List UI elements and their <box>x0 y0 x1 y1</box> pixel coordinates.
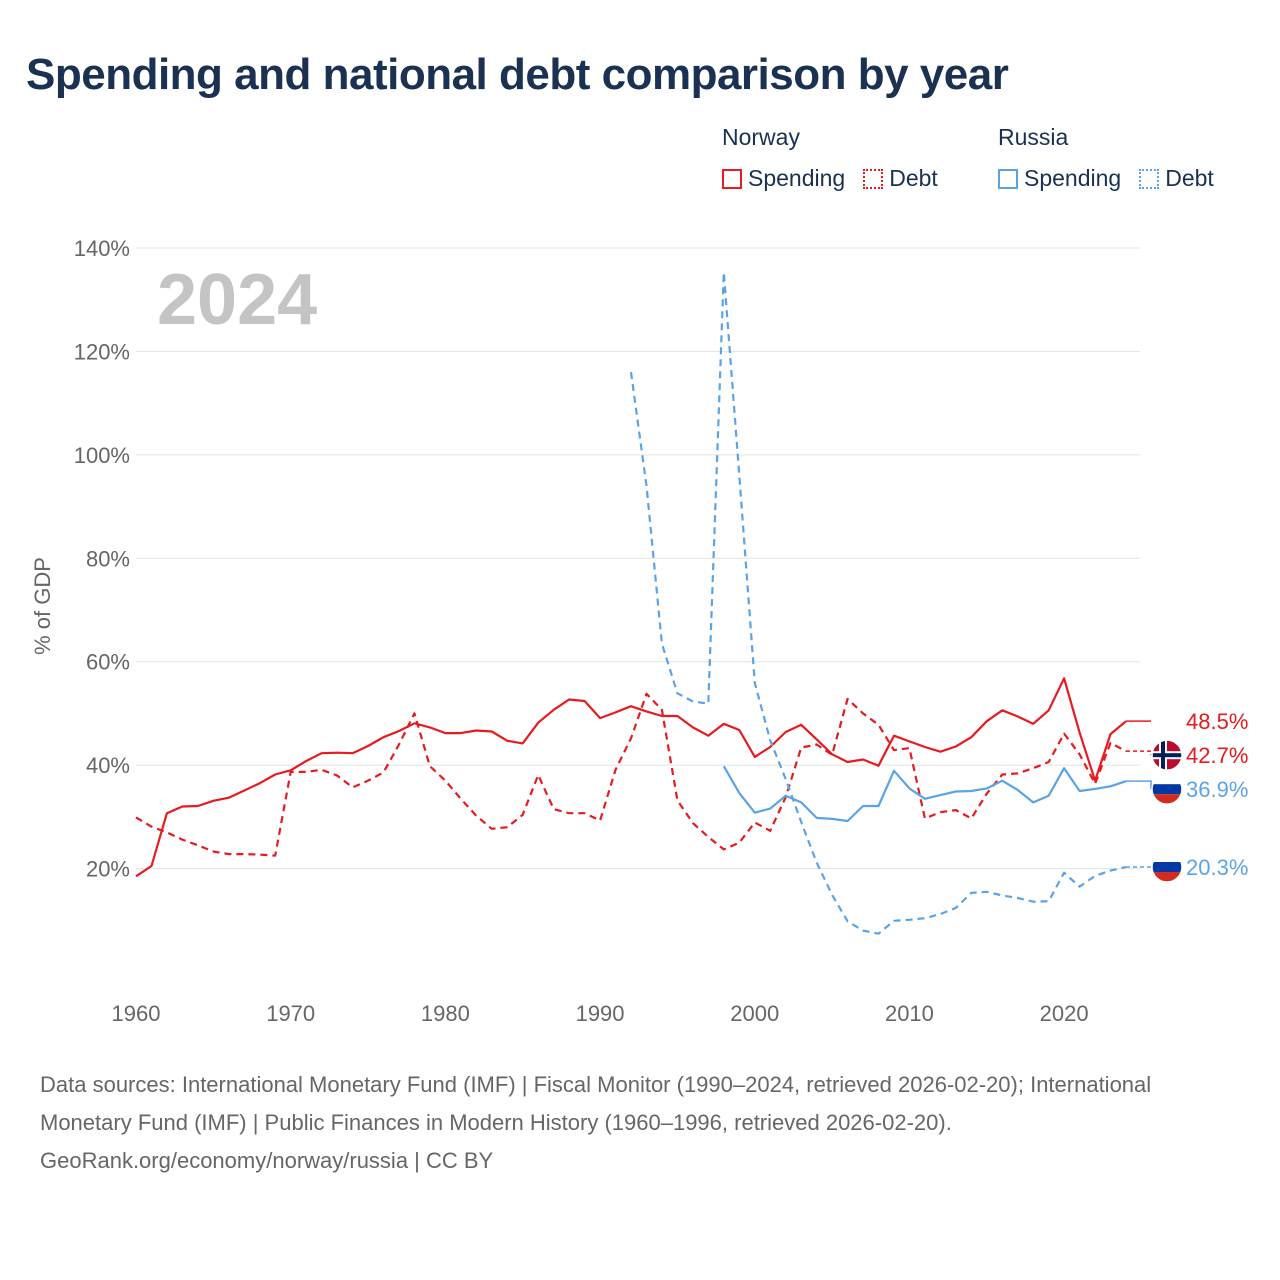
x-tick-label: 1990 <box>576 1001 625 1026</box>
y-axis-label: % of GDP <box>30 557 55 655</box>
series-end-label: 48.5% <box>1186 709 1248 734</box>
legend-item-norway-spending[interactable]: Spending <box>722 165 845 192</box>
russia-flag-icon <box>1152 852 1182 883</box>
legend-item-russia-debt[interactable]: Debt <box>1139 165 1214 192</box>
legend-label: Spending <box>748 165 846 191</box>
legend-label: Debt <box>1165 165 1214 191</box>
endpoint-layer: 48.5% 42.7% 36.9% 20.3% <box>1126 705 1248 883</box>
x-tick-label: 2020 <box>1040 1001 1089 1026</box>
legend-label: Debt <box>889 165 938 191</box>
y-tick-label: 140% <box>74 236 130 261</box>
series-end-marker: 36.9% <box>1126 773 1248 805</box>
legend-group-norway: Norway Spending Debt <box>722 124 938 192</box>
series-end-label: 20.3% <box>1186 855 1248 880</box>
series-layer <box>135 271 1127 935</box>
legend-group-russia: Russia Spending Debt <box>998 124 1214 192</box>
year-watermark: 2024 <box>157 260 317 340</box>
series-end-label: 36.9% <box>1186 777 1248 802</box>
y-tick-label: 120% <box>74 339 130 364</box>
end-connector <box>1126 780 1152 790</box>
series-line-norway-spending[interactable] <box>135 677 1127 878</box>
russia-flag-icon <box>1152 774 1182 805</box>
x-tick-label: 1970 <box>266 1001 315 1026</box>
norway-flag-icon <box>1152 740 1182 771</box>
legend-country-russia: Russia <box>998 124 1069 150</box>
footer: Data sources: International Monetary Fun… <box>40 1066 1240 1180</box>
data-sources: Data sources: International Monetary Fun… <box>40 1072 1152 1135</box>
y-tick-label: 40% <box>86 753 130 778</box>
credit-link[interactable]: GeoRank.org/economy/norway/russia | CC B… <box>40 1148 494 1173</box>
legend-swatch-solid <box>722 168 742 189</box>
series-end-marker: 48.5% <box>1126 705 1248 737</box>
legend-item-russia-spending[interactable]: Spending <box>998 165 1121 192</box>
series-end-label: 42.7% <box>1186 743 1248 768</box>
x-tick-label: 1980 <box>421 1001 470 1026</box>
series-end-marker: 20.3% <box>1126 851 1248 883</box>
chart-plot: 20% 40% 60% 80% 100% 120% 140% 1960 1970 1980 1990… <box>30 236 1248 1026</box>
legend-swatch-dotted <box>863 168 884 189</box>
x-tick-label: 2010 <box>885 1001 934 1026</box>
chart-title: Spending and national debt comparison by… <box>26 50 1009 99</box>
x-tick-label: 1960 <box>112 1001 161 1026</box>
legend-country-norway: Norway <box>722 124 800 150</box>
y-tick-label: 100% <box>74 443 130 468</box>
end-connector <box>1126 750 1152 756</box>
legend-swatch-solid <box>998 168 1018 189</box>
x-tick-label: 2000 <box>730 1001 779 1026</box>
series-line-russia-debt[interactable] <box>629 271 1127 935</box>
legend-item-norway-debt[interactable]: Debt <box>863 165 938 192</box>
legend-swatch-dotted <box>1139 168 1160 189</box>
y-tick-label: 60% <box>86 650 130 675</box>
y-tick-label: 80% <box>86 546 130 571</box>
y-tick-label: 20% <box>86 857 130 882</box>
grid-layer: 20% 40% 60% 80% 100% 120% 140% 1960 1970 1980 1990… <box>74 236 1140 1026</box>
legend-label: Spending <box>1024 165 1122 191</box>
series-line-russia-spending[interactable] <box>722 765 1127 823</box>
series-line-norway-debt[interactable] <box>135 692 1127 857</box>
series-end-marker: 42.7% <box>1126 739 1248 771</box>
